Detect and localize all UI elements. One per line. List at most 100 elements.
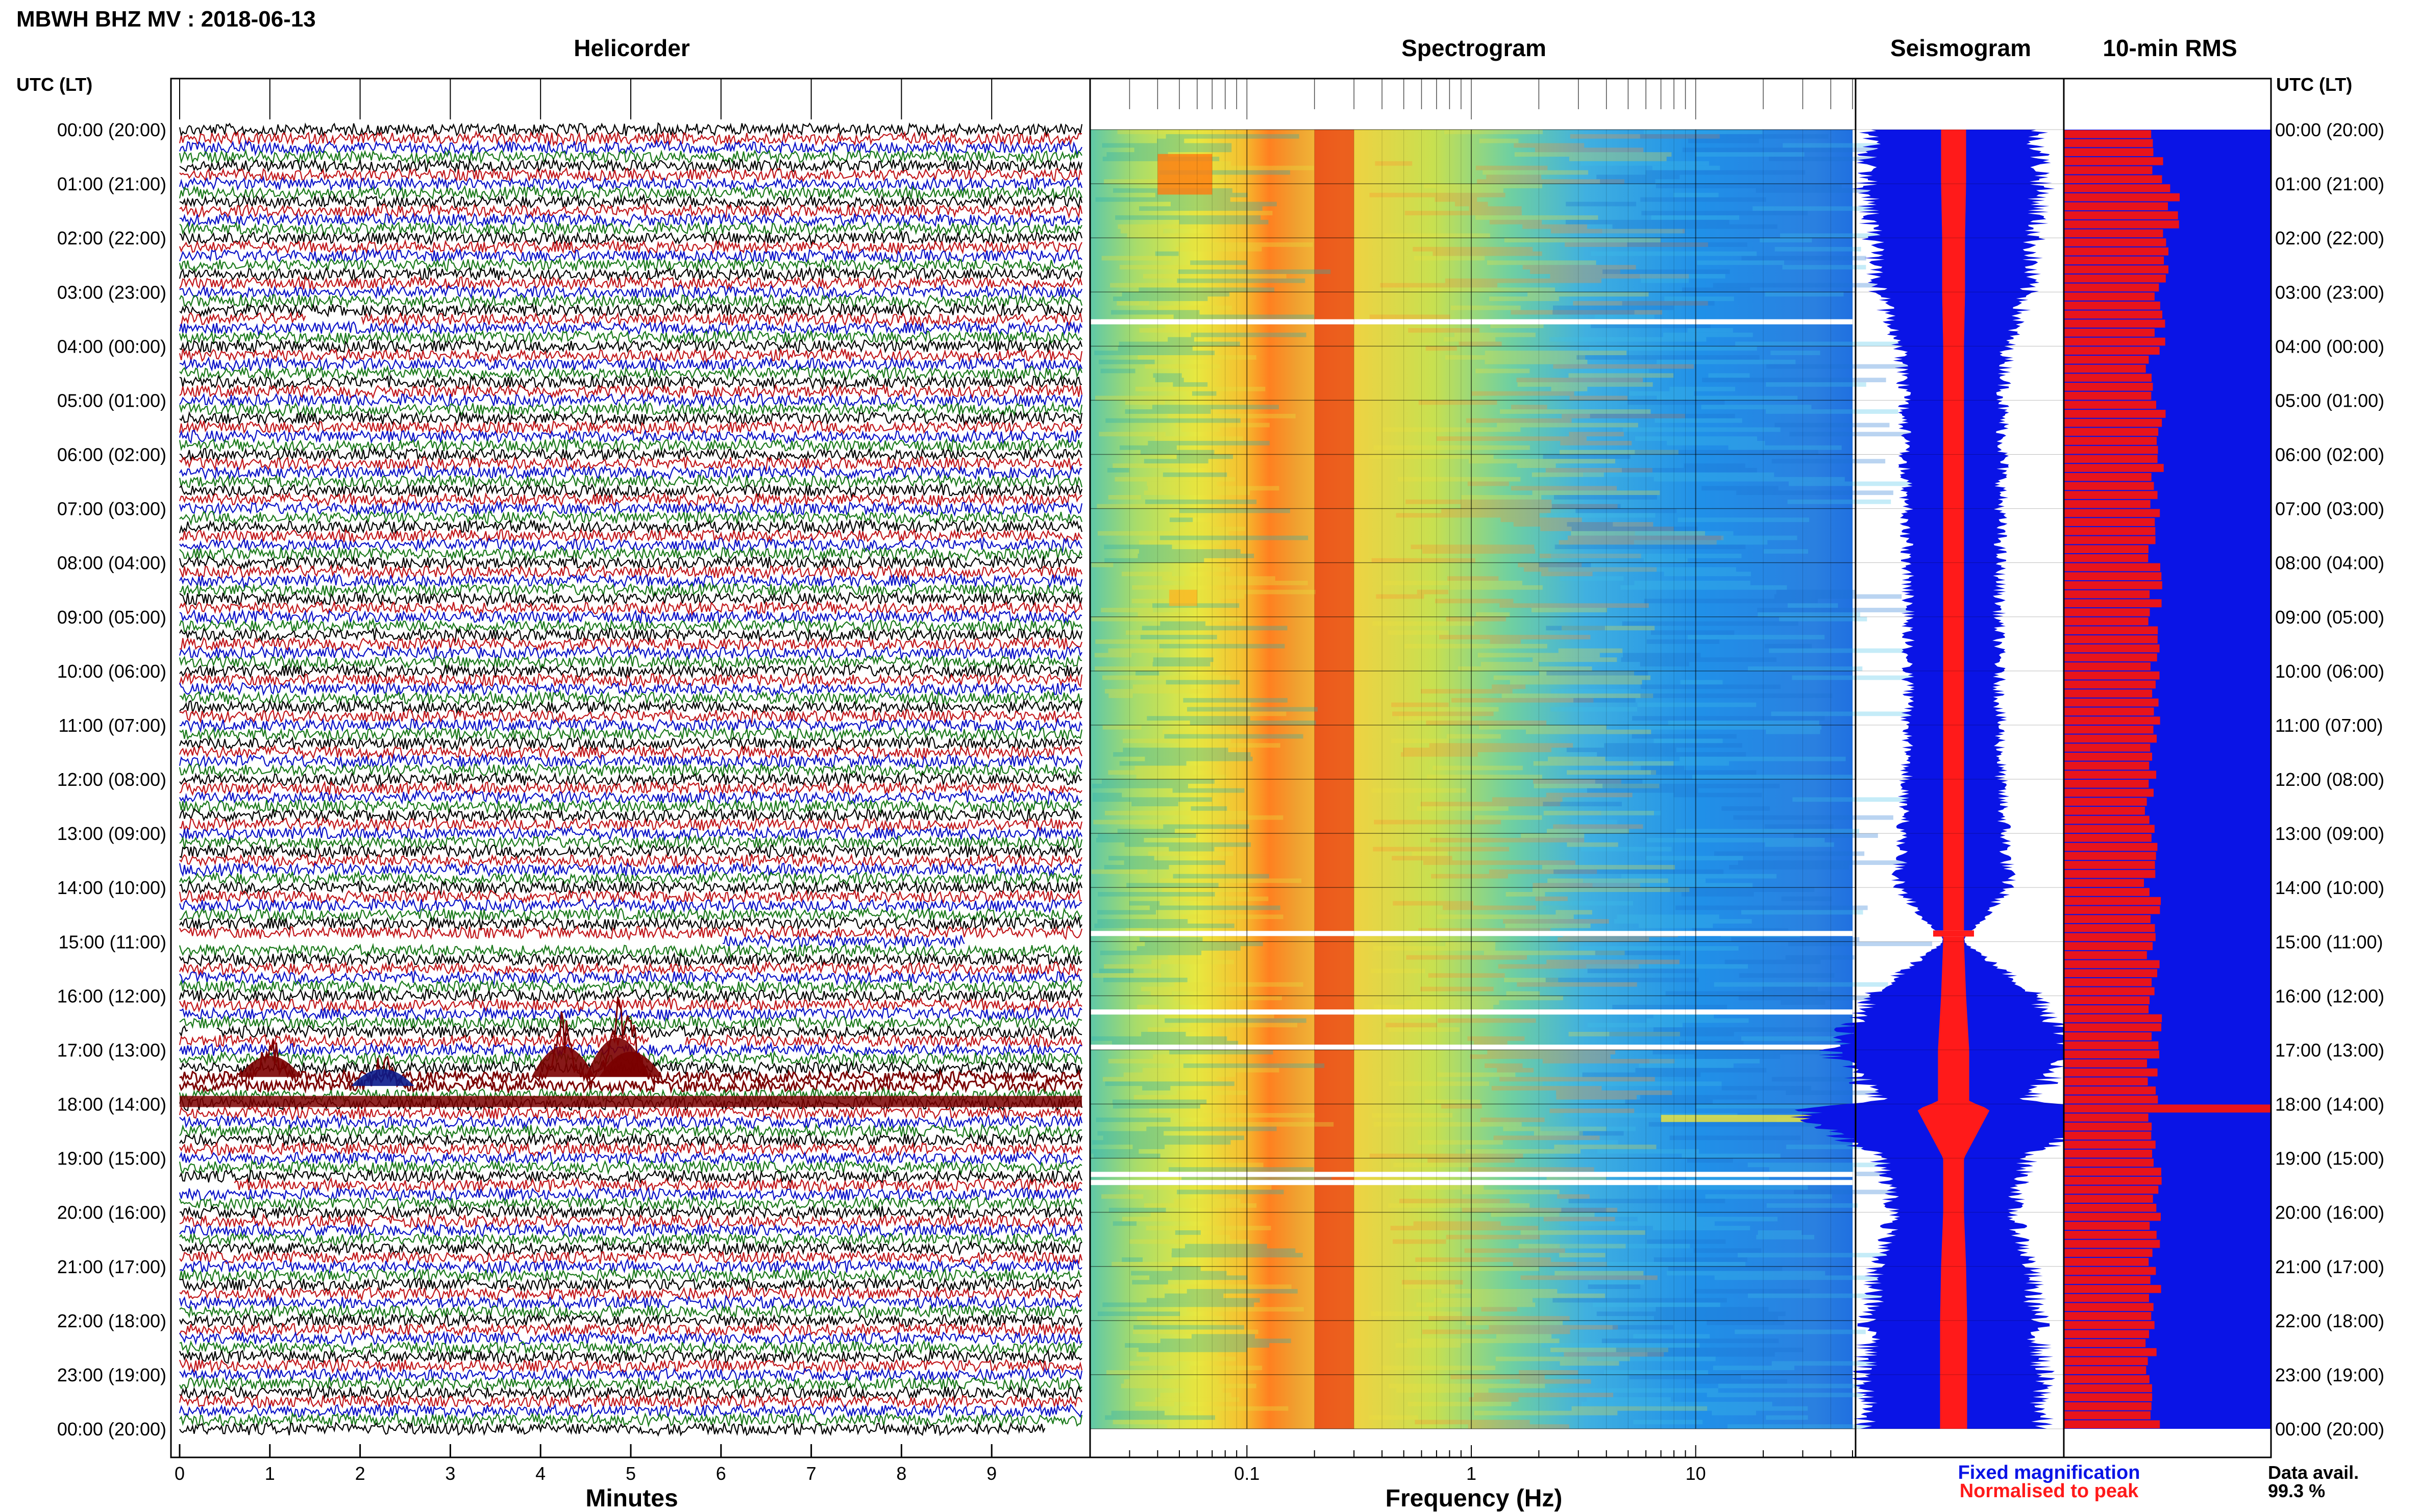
spectrogram-streak <box>1454 332 1536 337</box>
spectrogram-streak <box>1567 770 1656 775</box>
spectrogram-streak <box>1504 977 1559 982</box>
spectrogram-streak <box>1167 1158 1214 1163</box>
spectrogram-streak <box>1511 486 1617 491</box>
spectrogram-streak <box>1664 572 1751 577</box>
spectrogram-streak <box>1104 864 1169 870</box>
spectrogram-streak <box>1714 1275 1881 1280</box>
spectrogram-streak <box>1782 265 1866 270</box>
spectrogram-streak <box>1178 269 1331 274</box>
spectrogram-streak <box>1591 324 1711 328</box>
helicorder-trace <box>179 175 1083 192</box>
spectrogram-streak <box>1132 585 1197 590</box>
data-availability-value: 99.3 % <box>2268 1480 2325 1501</box>
spectrogram-streak <box>1179 508 1290 513</box>
helicorder-trace <box>179 753 1083 770</box>
time-label-left: 23:00 (19:00) <box>57 1365 166 1385</box>
spectrogram-streak <box>1561 1207 1606 1212</box>
spectrogram-streak <box>1093 1153 1161 1158</box>
time-label-right: 13:00 (09:00) <box>2275 823 2384 844</box>
left-axis-title: UTC (LT) <box>16 74 92 95</box>
time-label-left: 13:00 (09:00) <box>57 823 166 844</box>
spectrogram-streak <box>1560 1361 1619 1366</box>
spectrogram-streak <box>1091 616 1242 622</box>
spectrogram-streak <box>1152 662 1211 666</box>
spectrogram-streak <box>1692 928 1789 933</box>
spectrogram-streak <box>1138 355 1256 360</box>
rms-bar <box>2064 870 2156 878</box>
helicorder-trace <box>179 464 1082 481</box>
rms-bar <box>2064 337 2165 346</box>
spectrogram-streak <box>1787 499 1891 504</box>
rms-bar <box>2064 328 2155 337</box>
helicorder-trace <box>179 283 1082 301</box>
spectrogram-streak <box>1545 977 1699 982</box>
rms-bar <box>2064 211 2178 219</box>
rms-bar <box>2064 418 2162 427</box>
spectrogram-streak <box>1596 175 1680 180</box>
spectrogram-streak <box>1481 1307 1517 1312</box>
spectrogram-streak <box>1167 165 1314 170</box>
spectrogram-streak <box>1191 1334 1255 1339</box>
rms-bar <box>2064 599 2162 608</box>
spectrogram-streak <box>1462 1207 1618 1212</box>
spectrogram-streak <box>1091 562 1114 567</box>
rms-bar <box>2064 482 2154 490</box>
spectrogram-streak <box>1560 576 1624 581</box>
rms-bar <box>2064 229 2163 238</box>
spectrogram-streak <box>1601 810 1661 815</box>
spectrogram-streak <box>1142 626 1288 631</box>
helicorder-trace <box>179 247 1082 264</box>
time-label-left: 08:00 (04:00) <box>57 553 166 574</box>
rms-bar <box>2064 383 2153 391</box>
spectrogram-streak <box>1531 608 1608 612</box>
rms-bar <box>2064 364 2146 373</box>
spectrogram-streak <box>1134 147 1232 153</box>
helicorder-trace <box>179 600 1083 616</box>
spectrogram-streak <box>1148 1027 1200 1032</box>
spectrogram-streak <box>1162 887 1249 893</box>
spectrogram-streak <box>1184 1244 1267 1249</box>
spectrogram-streak <box>1173 314 1314 319</box>
spectrogram-tick-label: 10 <box>1686 1463 1706 1484</box>
spectrogram-streak <box>1444 130 1543 134</box>
spectrogram-streak <box>1602 229 1683 234</box>
helicorder-trace <box>179 1123 1082 1139</box>
spectrogram-streak <box>1123 748 1228 752</box>
spectrogram-streak <box>1568 535 1724 540</box>
rms-bar <box>2064 915 2151 923</box>
spectrogram-streak <box>1539 553 1641 558</box>
spectrogram-streak <box>1181 1406 1289 1411</box>
helicorder-trace <box>179 302 1083 318</box>
spectrogram-streak <box>1752 206 1944 211</box>
spectrogram-streak <box>1113 752 1251 757</box>
spectrogram-streak <box>1783 143 1926 148</box>
spectrogram-streak <box>1667 440 1765 445</box>
spectrogram-streak <box>1656 1307 1769 1312</box>
spectrogram-streak <box>1540 1126 1636 1131</box>
spectrogram-streak <box>1408 328 1479 333</box>
spectrogram-streak <box>1129 1374 1163 1379</box>
spectrogram-streak <box>1652 165 1720 170</box>
spectrogram-streak <box>1190 702 1251 707</box>
spectrogram-streak <box>1701 405 1812 410</box>
spectrogram-streak <box>1369 192 1505 197</box>
spectrogram-streak <box>1474 1410 1618 1416</box>
helicorder-trace <box>179 1169 1082 1184</box>
spectrogram-streak <box>1153 373 1182 378</box>
helicorder-trace <box>179 1113 1083 1131</box>
spectrogram-streak <box>1694 1288 1810 1294</box>
rms-bar <box>2064 825 2155 833</box>
rms-bar <box>2064 391 2152 400</box>
spectrogram-streak <box>1108 770 1193 775</box>
spectrogram-streak <box>1551 553 1742 558</box>
spectrogram-streak <box>1646 639 1720 644</box>
rms-bar <box>2064 671 2160 680</box>
spectrogram-streak <box>1729 864 1849 870</box>
spectrogram-streak <box>1173 874 1269 879</box>
spectrogram-streak <box>1634 581 1750 585</box>
spectrogram-streak <box>1587 1023 1683 1028</box>
spectrogram-streak <box>1125 928 1153 933</box>
helicorder-trace <box>179 1231 1083 1247</box>
spectrogram-streak <box>1167 1424 1207 1429</box>
helicorder-trace <box>179 446 1083 462</box>
